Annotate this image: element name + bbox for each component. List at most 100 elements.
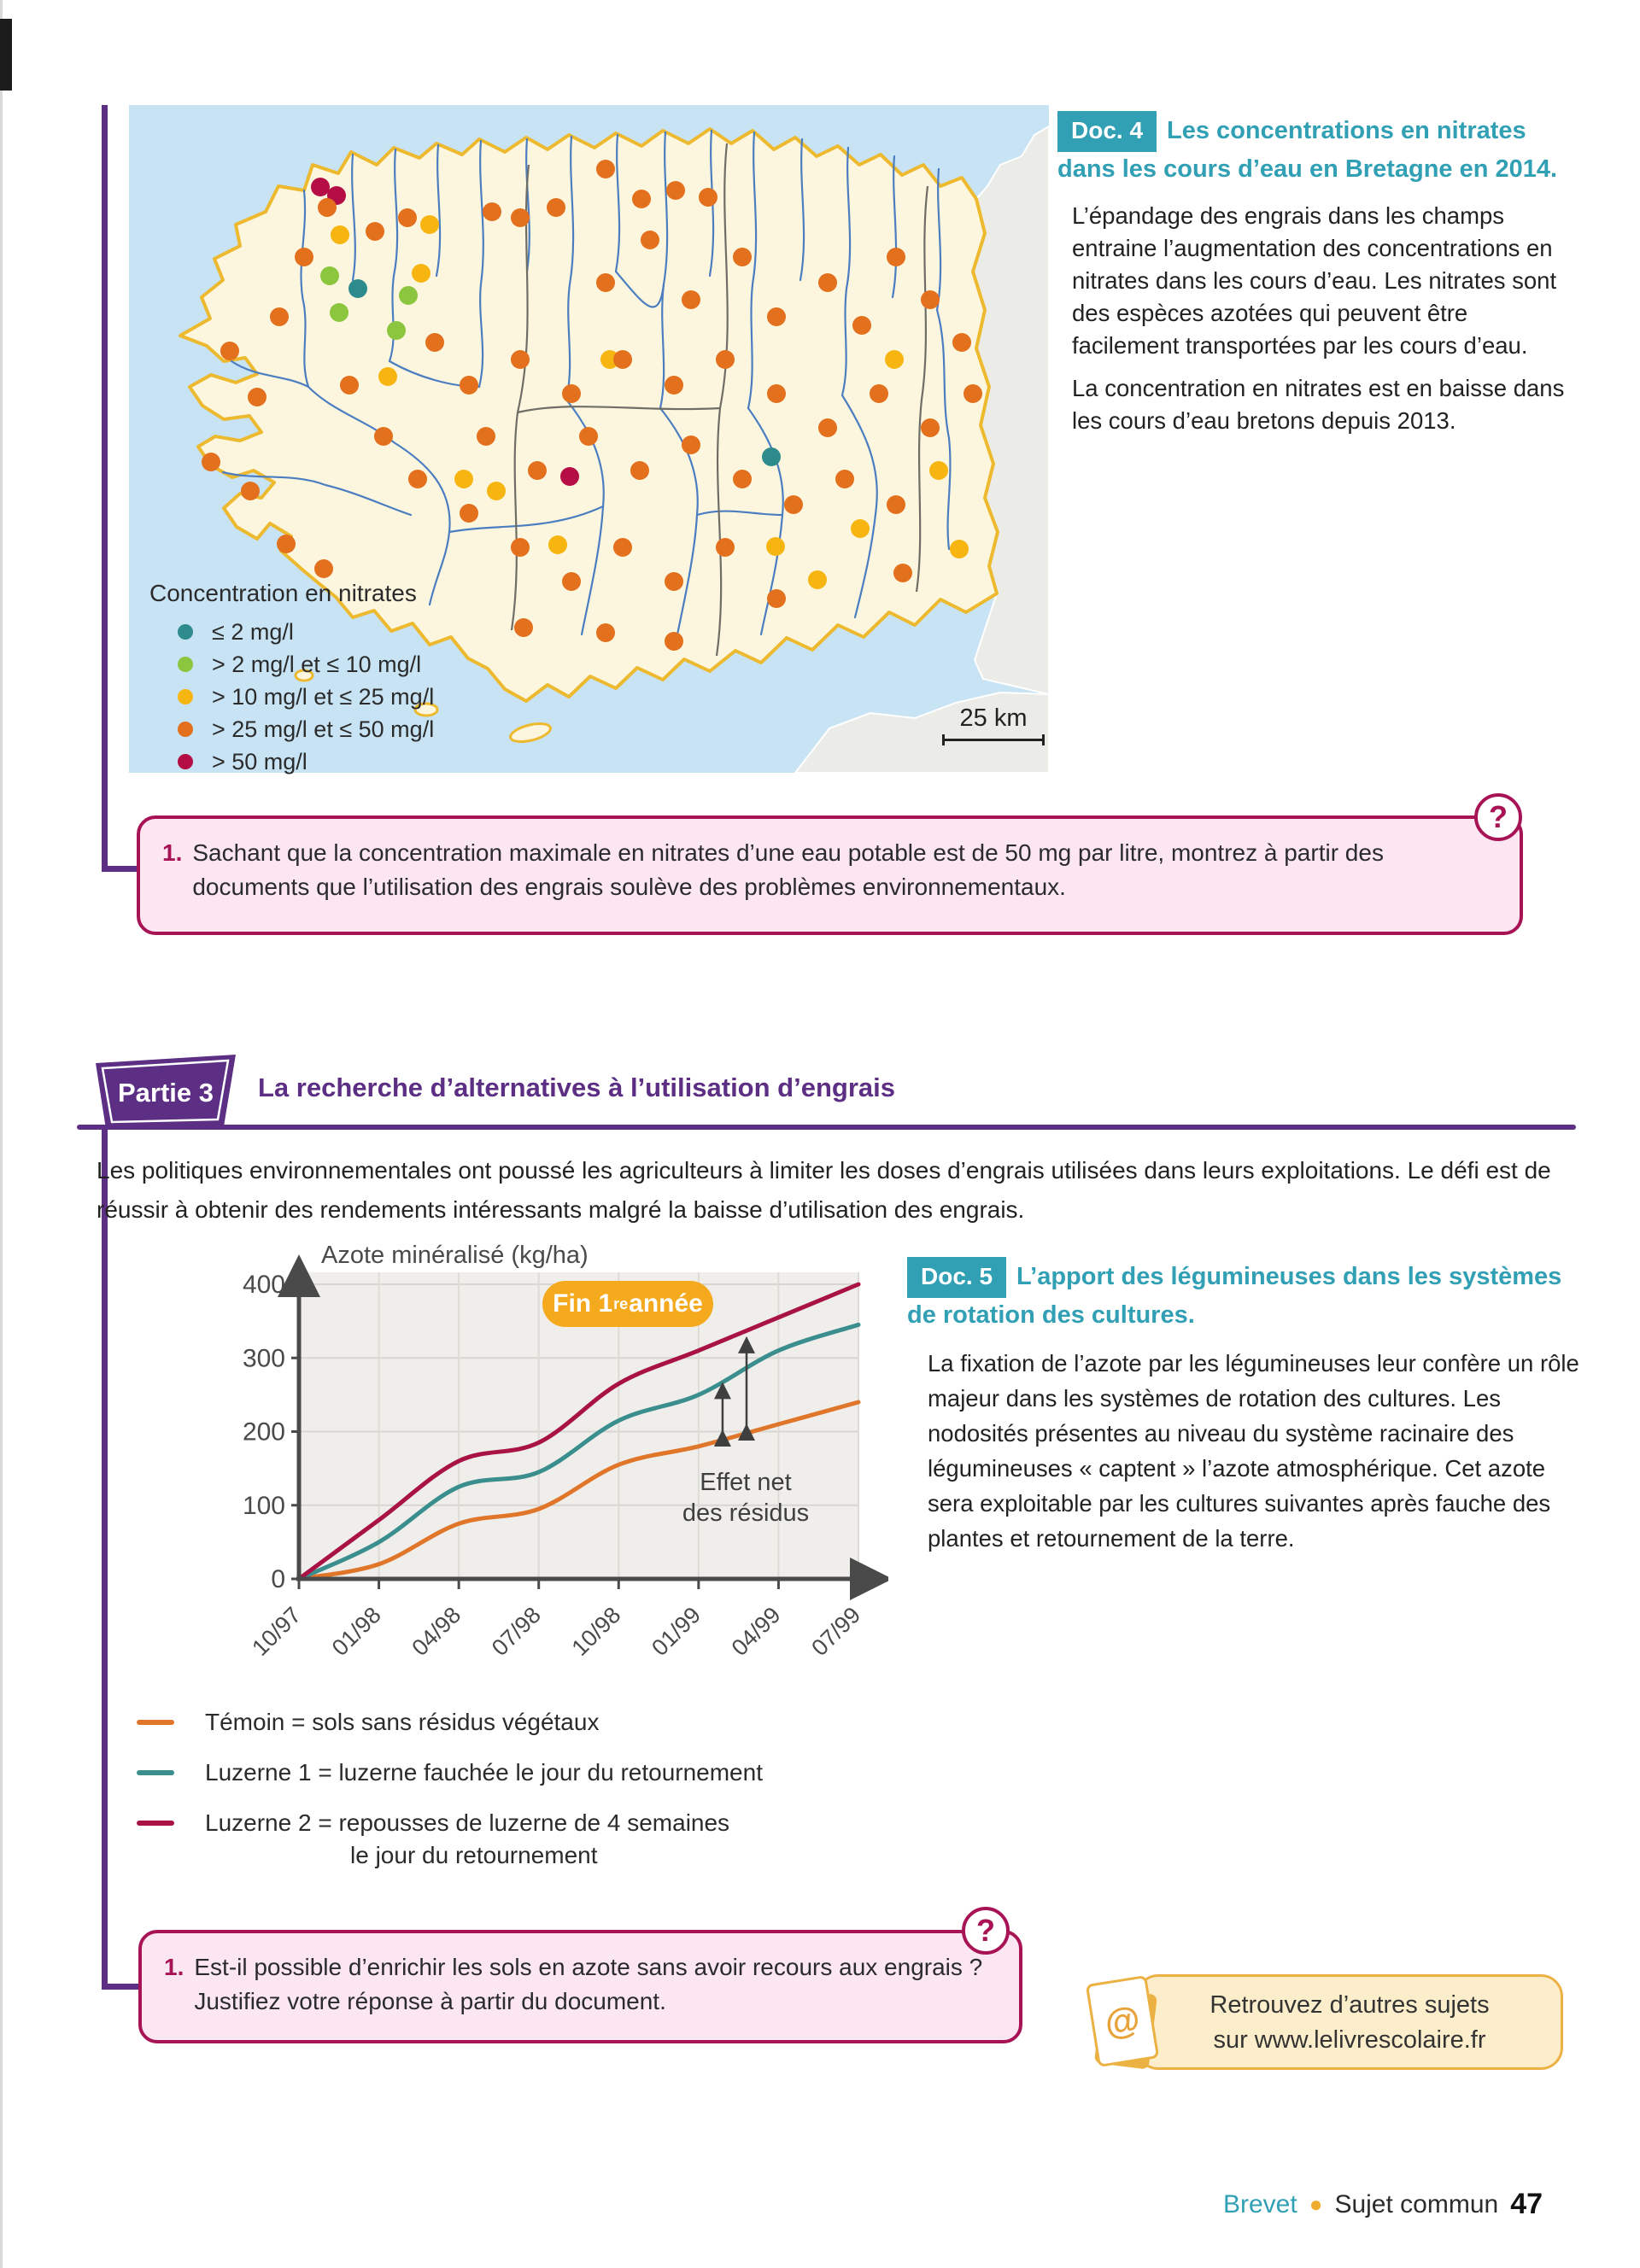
nitrate-dot	[374, 427, 393, 446]
island-groix	[413, 702, 439, 717]
nitrate-dot	[632, 190, 651, 208]
svg-text:01/98: 01/98	[327, 1602, 386, 1661]
legend-label: ≤ 2 mg/l	[212, 618, 294, 645]
at-glyph: @	[1102, 1998, 1143, 2043]
nitrate-dot	[295, 248, 313, 266]
promo-line1: Retrouvez d’autres sujets	[1210, 1991, 1490, 2019]
nitrate-dot	[202, 453, 220, 471]
legend-label: > 50 mg/l	[212, 748, 308, 775]
nitrate-dot	[220, 342, 239, 360]
nitrate-dot	[808, 570, 827, 589]
nitrate-dot	[277, 535, 296, 553]
series-Luzerne 1	[296, 1322, 861, 1581]
nitrate-dot	[241, 482, 260, 500]
island-belle-ile	[509, 722, 552, 743]
question-mark-glyph: ?	[976, 1913, 995, 1948]
svg-text:400: 400	[243, 1271, 285, 1299]
question2-number: 1.	[164, 1954, 184, 1980]
nitrate-dot	[596, 623, 615, 642]
promo-line2: sur www.lelivrescolaire.fr	[1213, 2026, 1486, 2054]
nitrate-dot	[665, 632, 683, 651]
neighbour-land-southeast	[794, 691, 1049, 773]
nitrate-dot	[318, 198, 337, 217]
svg-text:07/99: 07/99	[806, 1602, 865, 1661]
question1-number: 1.	[162, 839, 183, 866]
badge-text-post: année	[629, 1289, 703, 1318]
scalebar-label: 25 km	[959, 704, 1028, 732]
legend-item: > 50 mg/l	[149, 745, 508, 778]
section1-connector-stub	[102, 866, 140, 872]
nitrate-dot	[398, 208, 417, 227]
question1-text: Sachant que la concentration maximale en…	[192, 839, 1384, 900]
question-mark-glyph: ?	[1489, 799, 1508, 834]
nitrate-dot	[699, 188, 718, 207]
nitrate-dot	[511, 208, 530, 227]
doc5-badge: Doc. 5	[907, 1257, 1007, 1298]
legend-dot-yellow	[178, 689, 193, 704]
nitrate-dot	[893, 564, 912, 582]
at-icon: @	[1085, 1974, 1160, 2068]
doc4-title: Les concentrations en nitrates dans les …	[1057, 117, 1558, 183]
legend-label: > 10 mg/l et ≤ 25 mg/l	[212, 683, 435, 710]
doc4-heading: Doc. 4 Les concentrations en nitrates dan…	[1057, 111, 1580, 186]
promo-box: Retrouvez d’autres sujets sur www.lelivr…	[1136, 1974, 1563, 2070]
nitrate-dot	[716, 538, 735, 557]
nitrate-dot	[248, 388, 266, 406]
nitrate-dot	[366, 222, 384, 241]
badge-text-pre: Fin 1	[553, 1289, 613, 1318]
question2-text: Est-il possible d’enrichir les sols en a…	[194, 1954, 983, 2014]
nitrate-dot	[784, 495, 803, 514]
nitrate-dot	[548, 535, 567, 554]
footer-section: Sujet commun	[1334, 2189, 1499, 2218]
nitrate-dot	[921, 418, 940, 437]
nitrate-dot	[733, 248, 752, 266]
luzerne2-label: Luzerne 2 = repousses de luzerne de 4 se…	[205, 1807, 729, 1872]
luzerne1-label: Luzerne 1 = luzerne fauchée le jour du r…	[205, 1759, 763, 1786]
badge-text-sup: re	[613, 1295, 629, 1312]
nitrate-dot	[596, 160, 615, 178]
nitrate-dot	[767, 384, 786, 403]
section1-connector-line	[102, 105, 108, 872]
nitrate-dot	[766, 537, 785, 556]
legend-dot-green	[178, 657, 193, 672]
question1-box: 1. Sachant que la concentration maximale…	[137, 815, 1523, 935]
brittany-nitrates-map: Concentration en nitrates ≤ 2 mg/l > 2 m…	[129, 105, 1049, 775]
nitrate-dot	[330, 303, 348, 322]
nitrate-dot	[613, 538, 632, 557]
section2-connector-stub	[102, 1984, 140, 1990]
nitrate-dot	[630, 461, 649, 480]
nitrate-dot	[952, 333, 971, 352]
legend-dot-orange	[178, 722, 193, 737]
doc5-body: La fixation de l’azote par les légumineu…	[907, 1346, 1582, 1556]
partie3-title: La recherche d’alternatives à l’utilisat…	[258, 1073, 895, 1102]
nitrate-dot	[818, 273, 837, 292]
chart-legend: Témoin = sols sans résidus végétaux Luze…	[128, 1706, 914, 1890]
nitrate-dot	[682, 435, 700, 454]
question2-box: 1. Est-il possible d’enrichir les sols e…	[138, 1930, 1022, 2043]
nitrate-dot	[331, 225, 349, 244]
nitrate-dot	[487, 482, 506, 500]
nitrate-dot	[412, 264, 430, 283]
nitrate-dot	[270, 307, 289, 326]
nitrate-dot	[613, 350, 632, 369]
nitrate-dot	[665, 572, 683, 591]
question-mark-icon: ?	[1474, 793, 1522, 841]
nitrate-dot	[716, 350, 735, 369]
nitrate-dot	[929, 461, 948, 480]
legend-item: > 2 mg/l et ≤ 10 mg/l	[149, 648, 508, 681]
section2-connector-line	[102, 1130, 108, 1990]
nitrate-dot	[887, 495, 905, 514]
nitrate-dot	[420, 215, 439, 234]
nitrate-dot	[665, 376, 683, 395]
page-footer: Brevet ● Sujet commun 47	[1223, 2188, 1543, 2221]
nitrate-dot	[460, 376, 478, 395]
footer-brevet: Brevet	[1223, 2189, 1297, 2218]
nitrate-dot	[733, 470, 752, 488]
brittany-outline	[179, 127, 999, 703]
nitrate-dot	[348, 279, 367, 298]
nitrate-dot	[579, 427, 598, 446]
nitrate-dot	[762, 447, 781, 466]
chart-legend-item: Luzerne 2 = repousses de luzerne de 4 se…	[128, 1807, 914, 1872]
svg-text:01/99: 01/99	[647, 1602, 706, 1661]
nitrate-dot	[514, 618, 533, 637]
